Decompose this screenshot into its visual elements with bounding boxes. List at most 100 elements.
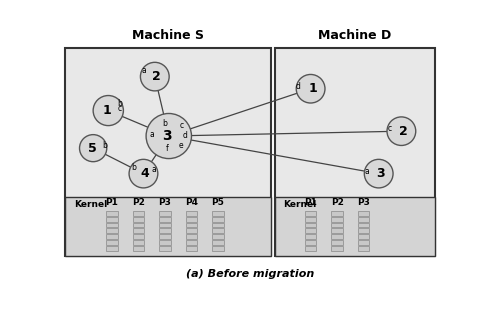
Bar	[159, 234, 171, 239]
Text: P5: P5	[211, 198, 224, 207]
Text: 5: 5	[88, 142, 97, 155]
Bar	[106, 228, 118, 233]
Bar	[331, 211, 343, 216]
Text: 2: 2	[399, 125, 408, 138]
Bar	[331, 234, 343, 239]
Bar	[106, 211, 118, 216]
Bar	[106, 217, 118, 222]
Ellipse shape	[129, 159, 158, 188]
Text: a: a	[365, 167, 370, 176]
Text: c: c	[179, 121, 183, 130]
Bar	[275, 197, 435, 256]
Text: 3: 3	[377, 167, 385, 180]
Bar	[186, 240, 197, 245]
Bar	[159, 217, 171, 222]
Bar	[133, 240, 144, 245]
Bar	[133, 246, 144, 251]
Bar	[212, 223, 224, 227]
Bar	[358, 246, 369, 251]
Bar	[212, 234, 224, 239]
Text: b: b	[132, 163, 137, 172]
Bar	[159, 240, 171, 245]
Text: P2: P2	[331, 198, 344, 207]
Text: c: c	[118, 104, 122, 113]
Bar	[65, 197, 271, 256]
Bar	[159, 228, 171, 233]
Bar	[305, 228, 316, 233]
Bar	[106, 240, 118, 245]
Text: e: e	[179, 141, 183, 150]
Ellipse shape	[146, 113, 191, 158]
Text: d: d	[296, 82, 301, 91]
Ellipse shape	[296, 74, 325, 103]
Bar	[133, 223, 144, 227]
Ellipse shape	[93, 95, 123, 126]
Text: P2: P2	[132, 198, 145, 207]
Bar	[186, 234, 197, 239]
Text: f: f	[165, 144, 168, 153]
Ellipse shape	[80, 135, 107, 162]
Text: Machine S: Machine S	[132, 29, 204, 42]
Bar	[358, 228, 369, 233]
Bar	[305, 217, 316, 222]
Bar	[212, 228, 224, 233]
Text: 1: 1	[102, 104, 111, 117]
Bar	[133, 217, 144, 222]
Text: a: a	[149, 130, 154, 139]
Bar	[305, 223, 316, 227]
Bar	[106, 246, 118, 251]
Bar	[358, 234, 369, 239]
Text: 3: 3	[162, 129, 172, 143]
Text: 1: 1	[308, 82, 317, 95]
Text: P3: P3	[357, 198, 370, 207]
Bar	[275, 48, 435, 256]
Text: a: a	[141, 66, 146, 75]
Bar	[305, 240, 316, 245]
Bar	[106, 223, 118, 227]
Text: b: b	[117, 99, 122, 108]
Bar	[331, 217, 343, 222]
Text: Machine D: Machine D	[319, 29, 392, 42]
Text: Kernel: Kernel	[74, 200, 107, 209]
Bar	[212, 240, 224, 245]
Bar	[186, 246, 197, 251]
Text: P3: P3	[159, 198, 171, 207]
Bar	[358, 240, 369, 245]
Text: b: b	[102, 141, 107, 150]
Text: b: b	[162, 119, 167, 129]
Bar	[212, 217, 224, 222]
Bar	[186, 228, 197, 233]
Bar	[331, 228, 343, 233]
Bar	[358, 217, 369, 222]
Text: c: c	[388, 124, 392, 133]
Text: 4: 4	[140, 167, 149, 180]
Text: (a) Before migration: (a) Before migration	[186, 269, 314, 279]
Bar	[358, 211, 369, 216]
Ellipse shape	[387, 117, 416, 146]
Bar	[212, 246, 224, 251]
Text: 2: 2	[152, 70, 161, 83]
Bar	[133, 234, 144, 239]
Bar	[305, 234, 316, 239]
Bar	[212, 211, 224, 216]
Bar	[305, 211, 316, 216]
Bar	[186, 217, 197, 222]
Bar	[106, 234, 118, 239]
Bar	[358, 223, 369, 227]
Ellipse shape	[141, 62, 169, 91]
Text: Kernel: Kernel	[283, 200, 316, 209]
Text: d: d	[182, 131, 187, 140]
Bar	[65, 48, 271, 256]
Bar	[331, 240, 343, 245]
Bar	[331, 246, 343, 251]
Ellipse shape	[365, 159, 393, 188]
Bar	[331, 223, 343, 227]
Bar	[159, 223, 171, 227]
Bar	[159, 211, 171, 216]
Text: P1: P1	[105, 198, 119, 207]
Bar	[305, 246, 316, 251]
Bar	[133, 211, 144, 216]
Bar	[133, 228, 144, 233]
Text: P4: P4	[185, 198, 198, 207]
Text: a: a	[152, 165, 157, 174]
